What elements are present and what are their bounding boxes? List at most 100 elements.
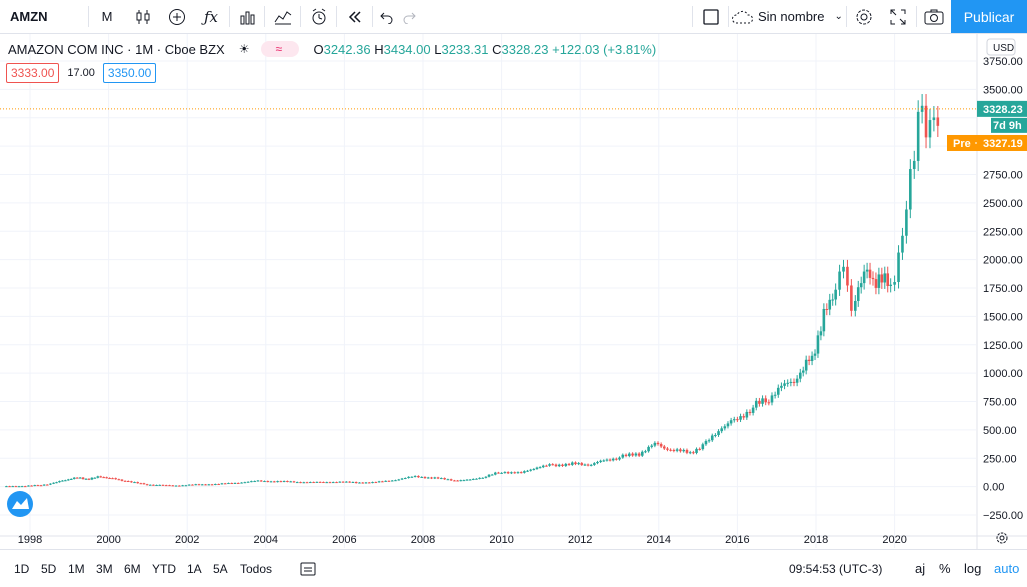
candle-body xyxy=(164,485,168,487)
candles xyxy=(5,94,940,488)
time-tick-label: 2004 xyxy=(254,534,278,546)
candle-body xyxy=(807,359,811,362)
currency-badge[interactable] xyxy=(986,38,1016,56)
alert-icon[interactable] xyxy=(302,0,336,33)
candle-body xyxy=(250,481,253,483)
candle-body xyxy=(67,479,70,481)
camera-icon[interactable] xyxy=(918,0,950,33)
candle-body xyxy=(767,402,771,404)
buy-button[interactable]: 3350.00 xyxy=(102,63,157,83)
candle-body xyxy=(220,483,224,485)
candle-body xyxy=(789,381,793,383)
candle-body xyxy=(256,480,260,482)
candle-body xyxy=(478,477,481,479)
candle-body xyxy=(792,381,796,383)
candle-body xyxy=(223,483,227,485)
range-button-1d[interactable]: 1D xyxy=(14,561,30,576)
fullscreen-icon[interactable] xyxy=(882,0,914,33)
pre-market-label xyxy=(947,134,1027,151)
candle-body xyxy=(55,482,58,484)
candle-body xyxy=(269,481,273,483)
range-button-5a[interactable]: 5A xyxy=(213,561,228,576)
price-chart[interactable]: 3750.00 3500.00 2750.00 2500.00 2250.00 2000.… xyxy=(0,34,1027,549)
chart-bars-icon[interactable] xyxy=(230,0,264,33)
candle-body xyxy=(289,481,292,483)
candle-body xyxy=(644,451,647,453)
candle-body xyxy=(468,479,472,481)
candle-body xyxy=(846,266,849,286)
candle-body xyxy=(816,335,820,354)
candle-body xyxy=(656,442,660,445)
bottom-toolbar: 1D 5D 1M 3M 6M YTD 1A 5A Todos 09:54:53 (UTC-3) … xyxy=(0,549,1027,587)
candle-body xyxy=(440,478,443,480)
percent-toggle[interactable]: % xyxy=(939,561,951,576)
candle-body xyxy=(322,482,325,484)
range-button-todos[interactable]: Todos xyxy=(240,561,273,576)
publish-button[interactable]: Publicar xyxy=(951,0,1027,33)
market-status-badge[interactable]: ≈ xyxy=(261,41,300,57)
candle-body xyxy=(462,480,466,482)
redo-icon[interactable] xyxy=(398,0,422,33)
range-button-ytd[interactable]: YTD xyxy=(152,561,176,576)
candle-body xyxy=(328,482,332,484)
sell-button[interactable]: 3333.00 xyxy=(6,63,60,83)
rectangle-icon[interactable] xyxy=(694,0,728,33)
divider xyxy=(692,6,693,27)
candle-body xyxy=(557,464,561,467)
candle-body xyxy=(145,484,149,486)
price-tick-label: 750.00 xyxy=(983,397,1017,409)
axis-settings-icon[interactable] xyxy=(996,532,1008,544)
candle-body xyxy=(886,273,890,287)
interval-button[interactable]: M xyxy=(101,9,113,24)
range-button-1m[interactable]: 1M xyxy=(68,561,85,576)
candle-body xyxy=(554,464,558,467)
date-range-icon[interactable] xyxy=(300,550,316,587)
candle-body xyxy=(659,444,663,447)
undo-icon[interactable] xyxy=(374,0,398,33)
auto-toggle[interactable]: auto xyxy=(994,561,1020,576)
candle-body xyxy=(631,453,634,456)
log-toggle[interactable]: log xyxy=(964,561,982,576)
divider xyxy=(728,6,729,27)
time-tick-label: 2018 xyxy=(804,534,828,546)
candle-body xyxy=(883,273,887,283)
candle-body xyxy=(155,484,158,486)
range-button-5d[interactable]: 5D xyxy=(41,561,57,576)
candle-body xyxy=(214,484,217,486)
candle-body xyxy=(449,479,453,481)
add-indicator-icon[interactable] xyxy=(160,0,194,33)
symbol-search[interactable]: AMZN xyxy=(10,9,48,24)
candle-body xyxy=(535,467,539,469)
range-button-6m[interactable]: 6M xyxy=(124,561,141,576)
candle-body xyxy=(197,484,201,486)
candle-body xyxy=(754,400,758,408)
candle-body xyxy=(152,484,155,486)
candle-body xyxy=(831,299,835,301)
candle-body xyxy=(279,481,283,483)
range-button-1a[interactable]: 1A xyxy=(187,561,202,576)
symbol-title[interactable]: AMAZON COM INC · 1M · Cboe BZX xyxy=(8,41,225,57)
tradingview-logo-icon[interactable] xyxy=(7,491,33,517)
candles-icon[interactable] xyxy=(126,0,160,33)
chart-line-icon[interactable] xyxy=(266,0,300,33)
time-tick-label: 2002 xyxy=(175,534,199,546)
candle-body xyxy=(184,485,188,487)
candle-body xyxy=(33,485,37,487)
candle-body xyxy=(532,468,536,470)
layout-selector[interactable]: Sin nombre ⌄ xyxy=(730,0,844,33)
settings-icon[interactable] xyxy=(848,0,880,33)
candle-body xyxy=(233,482,237,484)
candle-body xyxy=(834,289,837,300)
candle-body xyxy=(538,467,542,469)
replay-icon[interactable] xyxy=(338,0,372,33)
clock-time[interactable]: 09:54:53 (UTC-3) xyxy=(789,561,883,576)
fx-icon[interactable]: ƒx xyxy=(203,7,218,26)
range-button-3m[interactable]: 3M xyxy=(96,561,113,576)
candle-body xyxy=(194,484,198,486)
adjust-toggle[interactable]: aj xyxy=(915,561,926,576)
candle-body xyxy=(436,477,440,479)
candle-body xyxy=(776,387,780,395)
candle-body xyxy=(801,370,805,373)
candle-body xyxy=(838,271,841,290)
candle-body xyxy=(548,464,551,466)
